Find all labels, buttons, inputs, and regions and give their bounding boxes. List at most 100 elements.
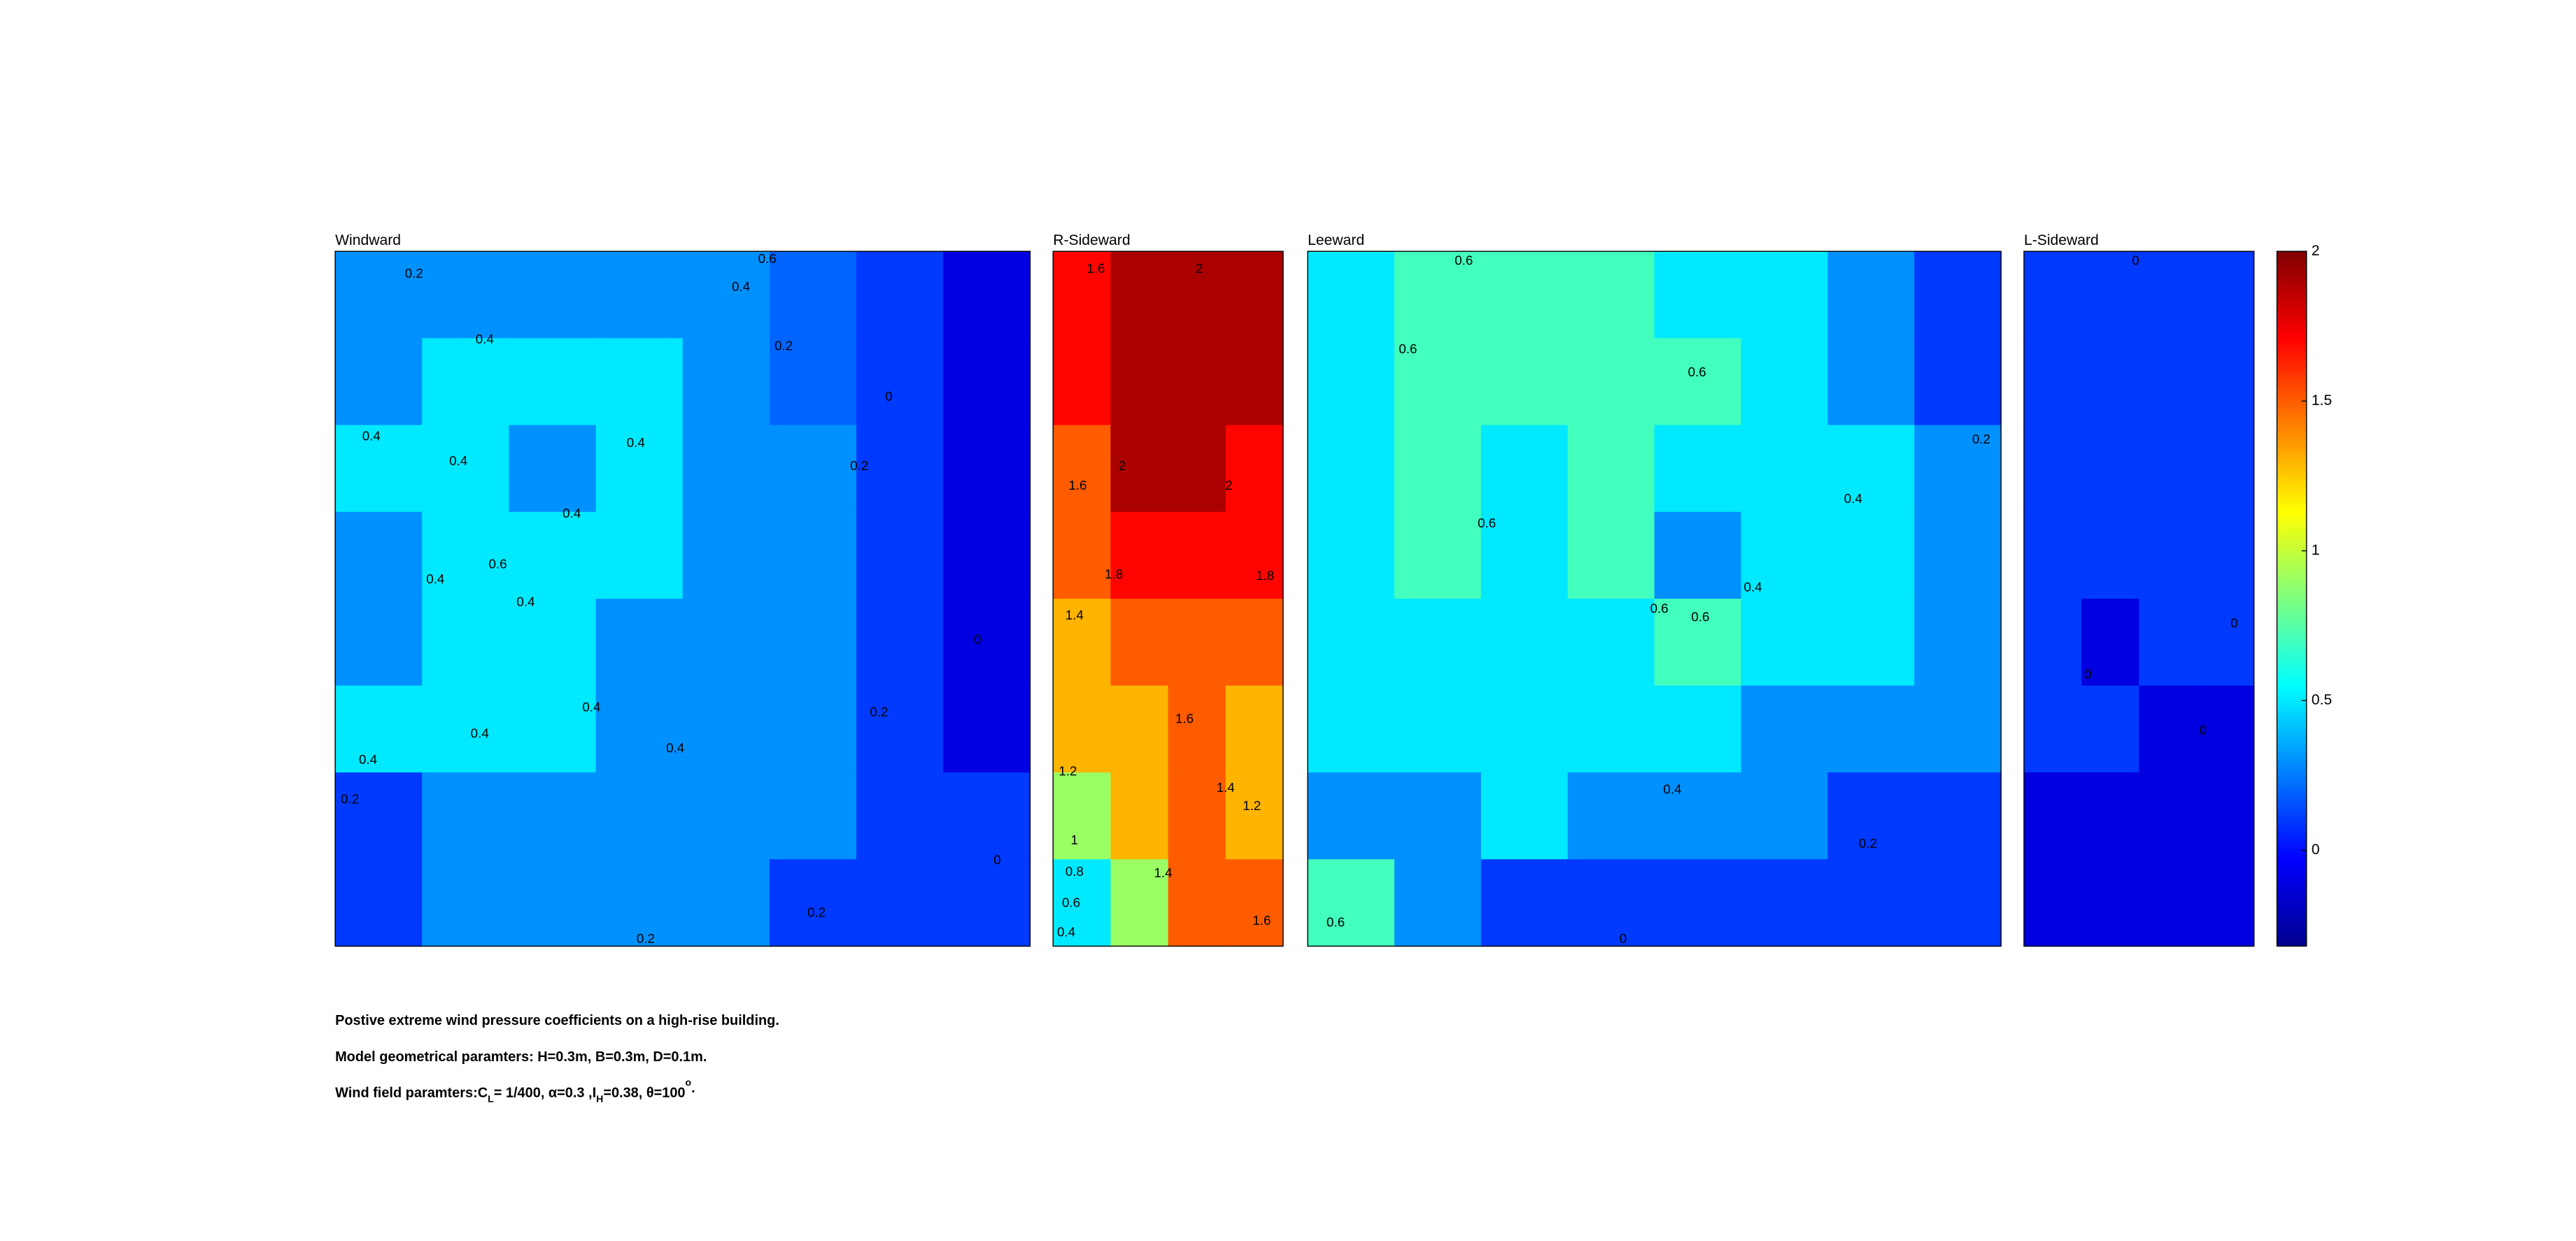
contour-cell bbox=[1225, 511, 1284, 600]
contour-cell bbox=[1480, 425, 1569, 513]
contour-cell bbox=[682, 338, 770, 426]
contour-label: 0.4 bbox=[562, 506, 581, 520]
contour-cell bbox=[1654, 338, 1742, 426]
contour-cell bbox=[1827, 511, 1915, 600]
contour-label: 0.2 bbox=[807, 905, 826, 920]
contour-cell bbox=[1480, 338, 1569, 426]
contour-cell bbox=[1110, 338, 1169, 426]
contour-cell bbox=[1308, 686, 1395, 773]
contour-cell bbox=[1168, 859, 1226, 947]
contour-cell bbox=[422, 859, 510, 947]
contour-label: 0.2 bbox=[1972, 432, 1990, 446]
contour-cell bbox=[682, 859, 770, 947]
contour-cell bbox=[509, 511, 597, 600]
contour-cell bbox=[2081, 772, 2140, 860]
contour-label: 0.4 bbox=[516, 595, 535, 609]
contour-cell bbox=[2196, 686, 2255, 773]
contour-cell bbox=[1394, 686, 1482, 773]
annotation-part: Wind field paramters:C bbox=[335, 1086, 488, 1101]
contour-cell bbox=[856, 686, 944, 773]
contour-cell bbox=[595, 251, 684, 339]
contour-cell bbox=[943, 598, 1031, 686]
contour-label: 0.6 bbox=[1326, 915, 1345, 930]
contour-cell bbox=[1827, 338, 1915, 426]
contour-label: 0.6 bbox=[1650, 601, 1669, 616]
contour-cell bbox=[856, 772, 944, 860]
contour-label: 0.4 bbox=[1057, 925, 1075, 939]
contour-label: 0.6 bbox=[1478, 516, 1496, 530]
contour-cell bbox=[422, 338, 510, 426]
contour-label: 0.4 bbox=[666, 741, 684, 756]
contour-cell bbox=[1394, 859, 1482, 947]
contour-label: 0.4 bbox=[471, 726, 489, 741]
contour-label: 0 bbox=[974, 632, 981, 647]
contour-cell bbox=[769, 338, 857, 426]
contour-cell bbox=[1308, 859, 1395, 947]
contour-cell bbox=[509, 425, 597, 513]
contour-cell bbox=[595, 859, 684, 947]
contour-cell bbox=[2023, 772, 2082, 860]
contour-cell bbox=[1225, 686, 1284, 773]
contour-label: 0.6 bbox=[758, 251, 777, 266]
contour-cell bbox=[1225, 338, 1284, 426]
contour-label: 0.2 bbox=[1859, 836, 1877, 851]
contour-cell bbox=[1053, 772, 1112, 860]
contour-cell bbox=[1053, 251, 1112, 339]
annotation: Wind field paramters:CL= 1/400, α=0.3 ,I… bbox=[335, 1077, 695, 1104]
contour-cell bbox=[2081, 511, 2140, 600]
contour-cell bbox=[1394, 598, 1482, 686]
contour-cell bbox=[2196, 338, 2255, 426]
contour-cell bbox=[1567, 686, 1655, 773]
contour-cell bbox=[682, 772, 770, 860]
contour-cell bbox=[2196, 772, 2255, 860]
contour-cell bbox=[1914, 425, 2002, 513]
contour-cell bbox=[1654, 425, 1742, 513]
contour-cell bbox=[1827, 859, 1915, 947]
contour-cell bbox=[1567, 425, 1655, 513]
contour-label: 0.2 bbox=[850, 458, 868, 473]
colorbar-tick-label: 1.5 bbox=[2312, 392, 2332, 409]
contour-cell bbox=[1168, 686, 1226, 773]
annotation-part: . bbox=[691, 1080, 695, 1095]
contour-label: 0.2 bbox=[774, 338, 793, 353]
contour-label: 0.4 bbox=[1743, 580, 1762, 595]
panel-frame bbox=[2023, 250, 2255, 947]
colorbar-tick-label: 1 bbox=[2312, 542, 2320, 558]
contour-cell bbox=[335, 425, 423, 513]
contour-cell bbox=[1567, 251, 1655, 339]
contour-cell bbox=[2081, 598, 2140, 686]
contour-cell bbox=[1654, 859, 1742, 947]
contour-cell bbox=[2196, 251, 2255, 339]
contour-cell bbox=[1567, 859, 1655, 947]
contour-cell bbox=[682, 686, 770, 773]
contour-cell bbox=[2023, 251, 2082, 339]
contour-label: 0.4 bbox=[476, 332, 494, 346]
contour-cell bbox=[769, 859, 857, 947]
contour-cell bbox=[1308, 598, 1395, 686]
contour-label: 0.4 bbox=[1663, 781, 1681, 796]
contour-cell bbox=[1480, 511, 1569, 600]
contour-cell bbox=[335, 511, 423, 600]
contour-cell bbox=[1567, 511, 1655, 600]
contour-label: 1.6 bbox=[1087, 261, 1105, 276]
contour-cell bbox=[769, 251, 857, 339]
contour-cell bbox=[1480, 772, 1569, 860]
contour-label: 0.6 bbox=[1455, 253, 1473, 267]
annotation-part: Model geometrical paramters: H=0.3m, B=0… bbox=[335, 1049, 707, 1065]
annotation: Model geometrical paramters: H=0.3m, B=0… bbox=[335, 1049, 707, 1065]
contour-cell bbox=[2139, 598, 2198, 686]
contour-cell bbox=[509, 859, 597, 947]
contour-cell bbox=[1480, 251, 1569, 339]
contour-cell bbox=[1827, 251, 1915, 339]
contour-label: 1.6 bbox=[1252, 913, 1271, 928]
contour-cell bbox=[2139, 686, 2198, 773]
contour-cell bbox=[1394, 772, 1482, 860]
annotation: Postive extreme wind pressure coefficien… bbox=[335, 1013, 779, 1028]
contour-cell bbox=[2081, 686, 2140, 773]
contour-cell bbox=[1308, 338, 1395, 426]
contour-cell bbox=[1110, 425, 1169, 513]
contour-cell bbox=[2023, 338, 2082, 426]
contour-cell bbox=[856, 338, 944, 426]
contour-cell bbox=[2139, 425, 2198, 513]
contour-cell bbox=[595, 338, 684, 426]
